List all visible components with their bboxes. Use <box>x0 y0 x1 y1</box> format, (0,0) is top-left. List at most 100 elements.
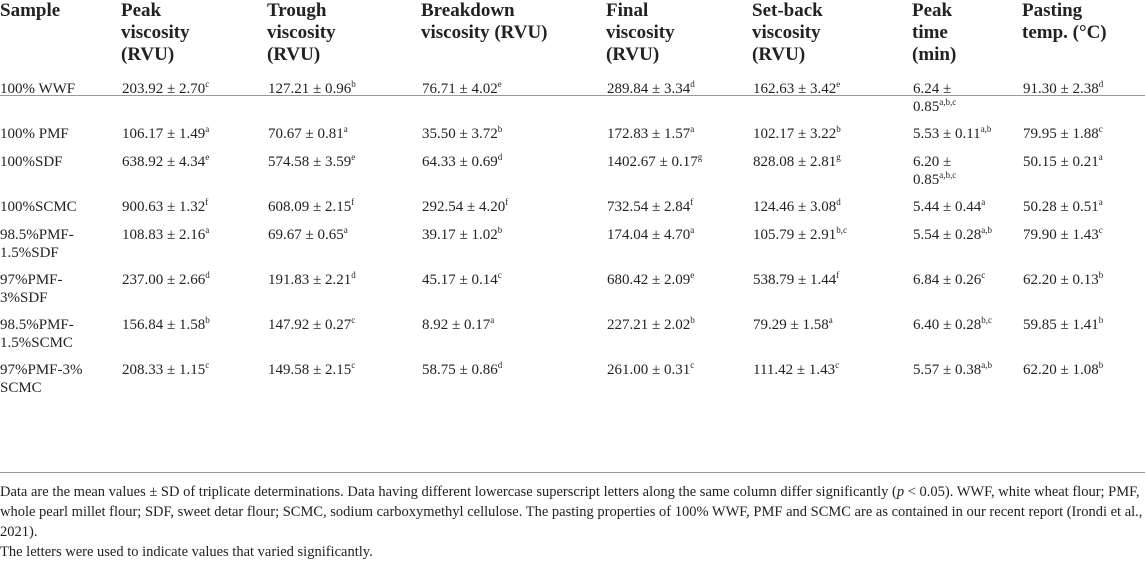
significance-letters: c <box>205 79 210 89</box>
significance-letters: b,c <box>836 225 847 235</box>
column-header: Peak viscosity (RVU) <box>121 0 267 72</box>
footnote-text-a: Data are the mean values ± SD of triplic… <box>0 484 897 500</box>
cell-value: 62.20 ± 0.13 <box>1023 272 1099 288</box>
significance-letters: a <box>1098 152 1103 162</box>
column-header-line: (RVU) <box>752 44 806 65</box>
cell-value: 59.85 ± 1.41 <box>1023 317 1099 333</box>
significance-letters: g <box>697 152 703 162</box>
value-cell: 108.83 ± 2.16a <box>121 218 267 263</box>
cell-value: 6.40 ± 0.28 <box>913 317 982 333</box>
column-header-line: viscosity <box>752 22 821 43</box>
column-header: Peak time (min) <box>912 0 1022 72</box>
column-header-line: Peak <box>121 0 162 21</box>
value-cell: 91.30 ± 2.38d <box>1022 72 1145 117</box>
table-header: Sample Peak viscosity (RVU) Trough viscosity(… <box>0 0 1145 72</box>
significance-letters: d <box>497 152 503 162</box>
value-cell: 900.63 ± 1.32f <box>121 190 267 218</box>
sample-cell: 100% PMF <box>0 117 121 145</box>
cell-value: 156.84 ± 1.58 <box>122 317 206 333</box>
column-header-line: (RVU) <box>267 44 321 65</box>
significance-letters: e <box>690 270 695 280</box>
column-header-line: viscosity <box>267 22 336 43</box>
value-cell: 828.08 ± 2.81g <box>752 145 912 190</box>
significance-letters: a,b <box>981 360 992 370</box>
significance-letters: a,b <box>980 124 992 134</box>
cell-value-continued: 0.85 <box>913 99 940 115</box>
value-cell: 8.92 ± 0.17a <box>421 308 606 353</box>
sample-cell: 98.5%PMF- 1.5%SCMC <box>0 308 121 353</box>
value-cell: 76.71 ± 4.02e <box>421 72 606 117</box>
cell-value: 70.67 ± 0.81 <box>268 126 344 142</box>
value-cell: 292.54 ± 4.20f <box>421 190 606 218</box>
table-row: 100% WWF 203.92 ± 2.70c 127.21 ± 0.96b 76.7… <box>0 72 1145 117</box>
significance-letters: e <box>351 152 356 162</box>
value-cell: 59.85 ± 1.41b <box>1022 308 1145 353</box>
cell-value: 69.67 ± 0.65 <box>268 227 344 243</box>
cell-value: 79.90 ± 1.43 <box>1023 227 1099 243</box>
significance-letters: b <box>690 315 695 325</box>
column-header-line: Final <box>606 0 649 21</box>
sample-label: 1.5%SDF <box>0 245 59 261</box>
value-cell: 732.54 ± 2.84f <box>606 190 752 218</box>
cell-value: 237.00 ± 2.66 <box>122 272 206 288</box>
table-row: 100%SDF 638.92 ± 4.34e 574.58 ± 3.59e 64.33… <box>0 145 1145 190</box>
value-cell: 156.84 ± 1.58b <box>121 308 267 353</box>
value-cell: 237.00 ± 2.66d <box>121 263 267 308</box>
significance-letters: d <box>205 270 210 280</box>
column-header-line: Set-back <box>752 0 823 21</box>
table-footnotes: Data are the mean values ± SD of triplic… <box>0 482 1145 562</box>
sample-label: 1.5%SCMC <box>0 335 73 351</box>
significance-letters: e <box>497 79 502 89</box>
column-header-line: (RVU) <box>606 44 660 65</box>
value-cell: 64.33 ± 0.69d <box>421 145 606 190</box>
column-header: Pasting temp. (°C) <box>1022 0 1145 72</box>
value-cell: 5.54 ± 0.28a,b <box>912 218 1022 263</box>
cell-value: 106.17 ± 1.49 <box>122 126 206 142</box>
column-header-line: (RVU) <box>121 44 175 65</box>
significance-letters: f <box>836 270 840 280</box>
value-cell: 227.21 ± 2.02b <box>606 308 752 353</box>
significance-letters: d <box>1098 79 1104 89</box>
cell-value: 174.04 ± 4.70 <box>607 227 691 243</box>
value-cell: 574.58 ± 3.59e <box>267 145 421 190</box>
significance-letters: f <box>205 197 209 207</box>
value-cell: 45.17 ± 0.14c <box>421 263 606 308</box>
cell-value: 105.79 ± 2.91 <box>753 227 837 243</box>
cell-value: 8.92 ± 0.17 <box>422 317 491 333</box>
value-cell: 58.75 ± 0.86d <box>421 353 606 398</box>
significance-letters: c <box>351 360 356 370</box>
sample-label: 97%PMF- <box>0 272 63 288</box>
cell-value: 638.92 ± 4.34 <box>122 154 206 170</box>
cell-value: 111.42 ± 1.43 <box>753 362 836 378</box>
value-cell: 149.58 ± 2.15c <box>267 353 421 398</box>
value-cell: 174.04 ± 4.70a <box>606 218 752 263</box>
column-header: Set-back viscosity (RVU) <box>752 0 912 72</box>
column-header: Final viscosity (RVU) <box>606 0 752 72</box>
value-cell: 79.90 ± 1.43c <box>1022 218 1145 263</box>
significance-letters: a <box>205 124 210 134</box>
value-cell: 638.92 ± 4.34e <box>121 145 267 190</box>
significance-letters: e <box>836 79 841 89</box>
sample-label: 98.5%PMF- <box>0 227 74 243</box>
cell-value: 292.54 ± 4.20 <box>422 199 506 215</box>
value-cell: 5.44 ± 0.44a <box>912 190 1022 218</box>
value-cell: 79.95 ± 1.88c <box>1022 117 1145 145</box>
cell-value: 6.84 ± 0.26 <box>913 272 982 288</box>
significance-letters: a <box>205 225 210 235</box>
significance-letters: b <box>497 225 503 235</box>
cell-value: 108.83 ± 2.16 <box>122 227 206 243</box>
column-header-line: Breakdown <box>421 0 515 21</box>
significance-letters: a <box>828 315 833 325</box>
column-header-line: Sample <box>0 0 61 21</box>
cell-value: 147.92 ± 0.27 <box>268 317 352 333</box>
cell-value: 45.17 ± 0.14 <box>422 272 498 288</box>
cell-value: 127.21 ± 0.96 <box>268 81 352 97</box>
significance-letters: b <box>205 315 210 325</box>
significance-letters: b <box>497 124 503 134</box>
table-row: 100%SCMC 900.63 ± 1.32f 608.09 ± 2.15f 292.… <box>0 190 1145 218</box>
table-bottom-divider <box>0 472 1145 473</box>
cell-value: 64.33 ± 0.69 <box>422 154 498 170</box>
value-cell: 289.84 ± 3.34d <box>606 72 752 117</box>
value-cell: 538.79 ± 1.44f <box>752 263 912 308</box>
column-header-line: viscosity <box>121 22 190 43</box>
